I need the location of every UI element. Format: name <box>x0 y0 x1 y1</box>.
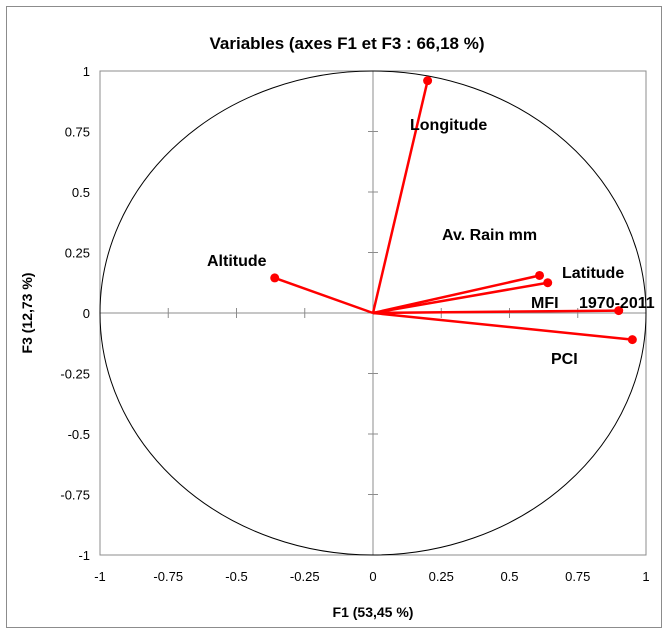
variable-label-1970-2011: 1970-2011 <box>579 295 655 312</box>
point-pci <box>627 335 637 345</box>
vector-pci <box>372 311 633 341</box>
variable-label-av-rain-mm: Av. Rain mm <box>442 227 537 244</box>
y-tick-label: -0.25 <box>60 367 90 382</box>
variable-label-longitude: Longitude <box>410 117 487 134</box>
y-axis-title: F3 (12,73 %) <box>19 273 35 354</box>
x-tick-label: 1 <box>642 569 649 584</box>
y-tick-label: 1 <box>83 64 90 79</box>
point-mfi-1970-2011 <box>614 306 624 316</box>
vector-latitude <box>372 281 548 315</box>
variable-label-altitude: Altitude <box>207 253 267 270</box>
y-tick-label: -0.5 <box>68 427 90 442</box>
x-tick-label: 0.5 <box>500 569 518 584</box>
vector-mfi-1970-2011 <box>372 309 619 315</box>
vector-av-rain-mm <box>372 274 540 315</box>
point-altitude <box>270 273 280 283</box>
vector-altitude <box>274 276 374 315</box>
x-tick-label: 0 <box>369 569 376 584</box>
x-tick-label: -0.25 <box>290 569 320 584</box>
x-axis-title: F1 (53,45 %) <box>333 604 414 620</box>
variable-label-latitude: Latitude <box>562 265 624 282</box>
variable-label-mfi: MFI <box>531 295 559 312</box>
x-tick-label: -0.75 <box>153 569 183 584</box>
x-tick-label: 0.25 <box>429 569 454 584</box>
y-tick-label: -0.75 <box>60 488 90 503</box>
y-tick-label: 0.75 <box>65 125 90 140</box>
y-tick-label: -1 <box>78 548 90 563</box>
y-tick-label: 0.25 <box>65 246 90 261</box>
point-longitude <box>423 76 433 86</box>
chart-frame <box>6 6 662 628</box>
point-av-rain-mm <box>535 270 545 280</box>
point-latitude <box>543 278 553 288</box>
vector-longitude <box>371 80 429 314</box>
y-tick-label: 0.5 <box>72 185 90 200</box>
variable-label-pci: PCI <box>551 351 578 368</box>
chart-title: Variables (axes F1 et F3 : 66,18 %) <box>210 34 485 53</box>
x-tick-label: -1 <box>94 569 106 584</box>
unit-circle <box>99 70 647 556</box>
x-tick-label: 0.75 <box>565 569 590 584</box>
y-tick-label: 0 <box>83 306 90 321</box>
x-tick-label: -0.5 <box>225 569 247 584</box>
